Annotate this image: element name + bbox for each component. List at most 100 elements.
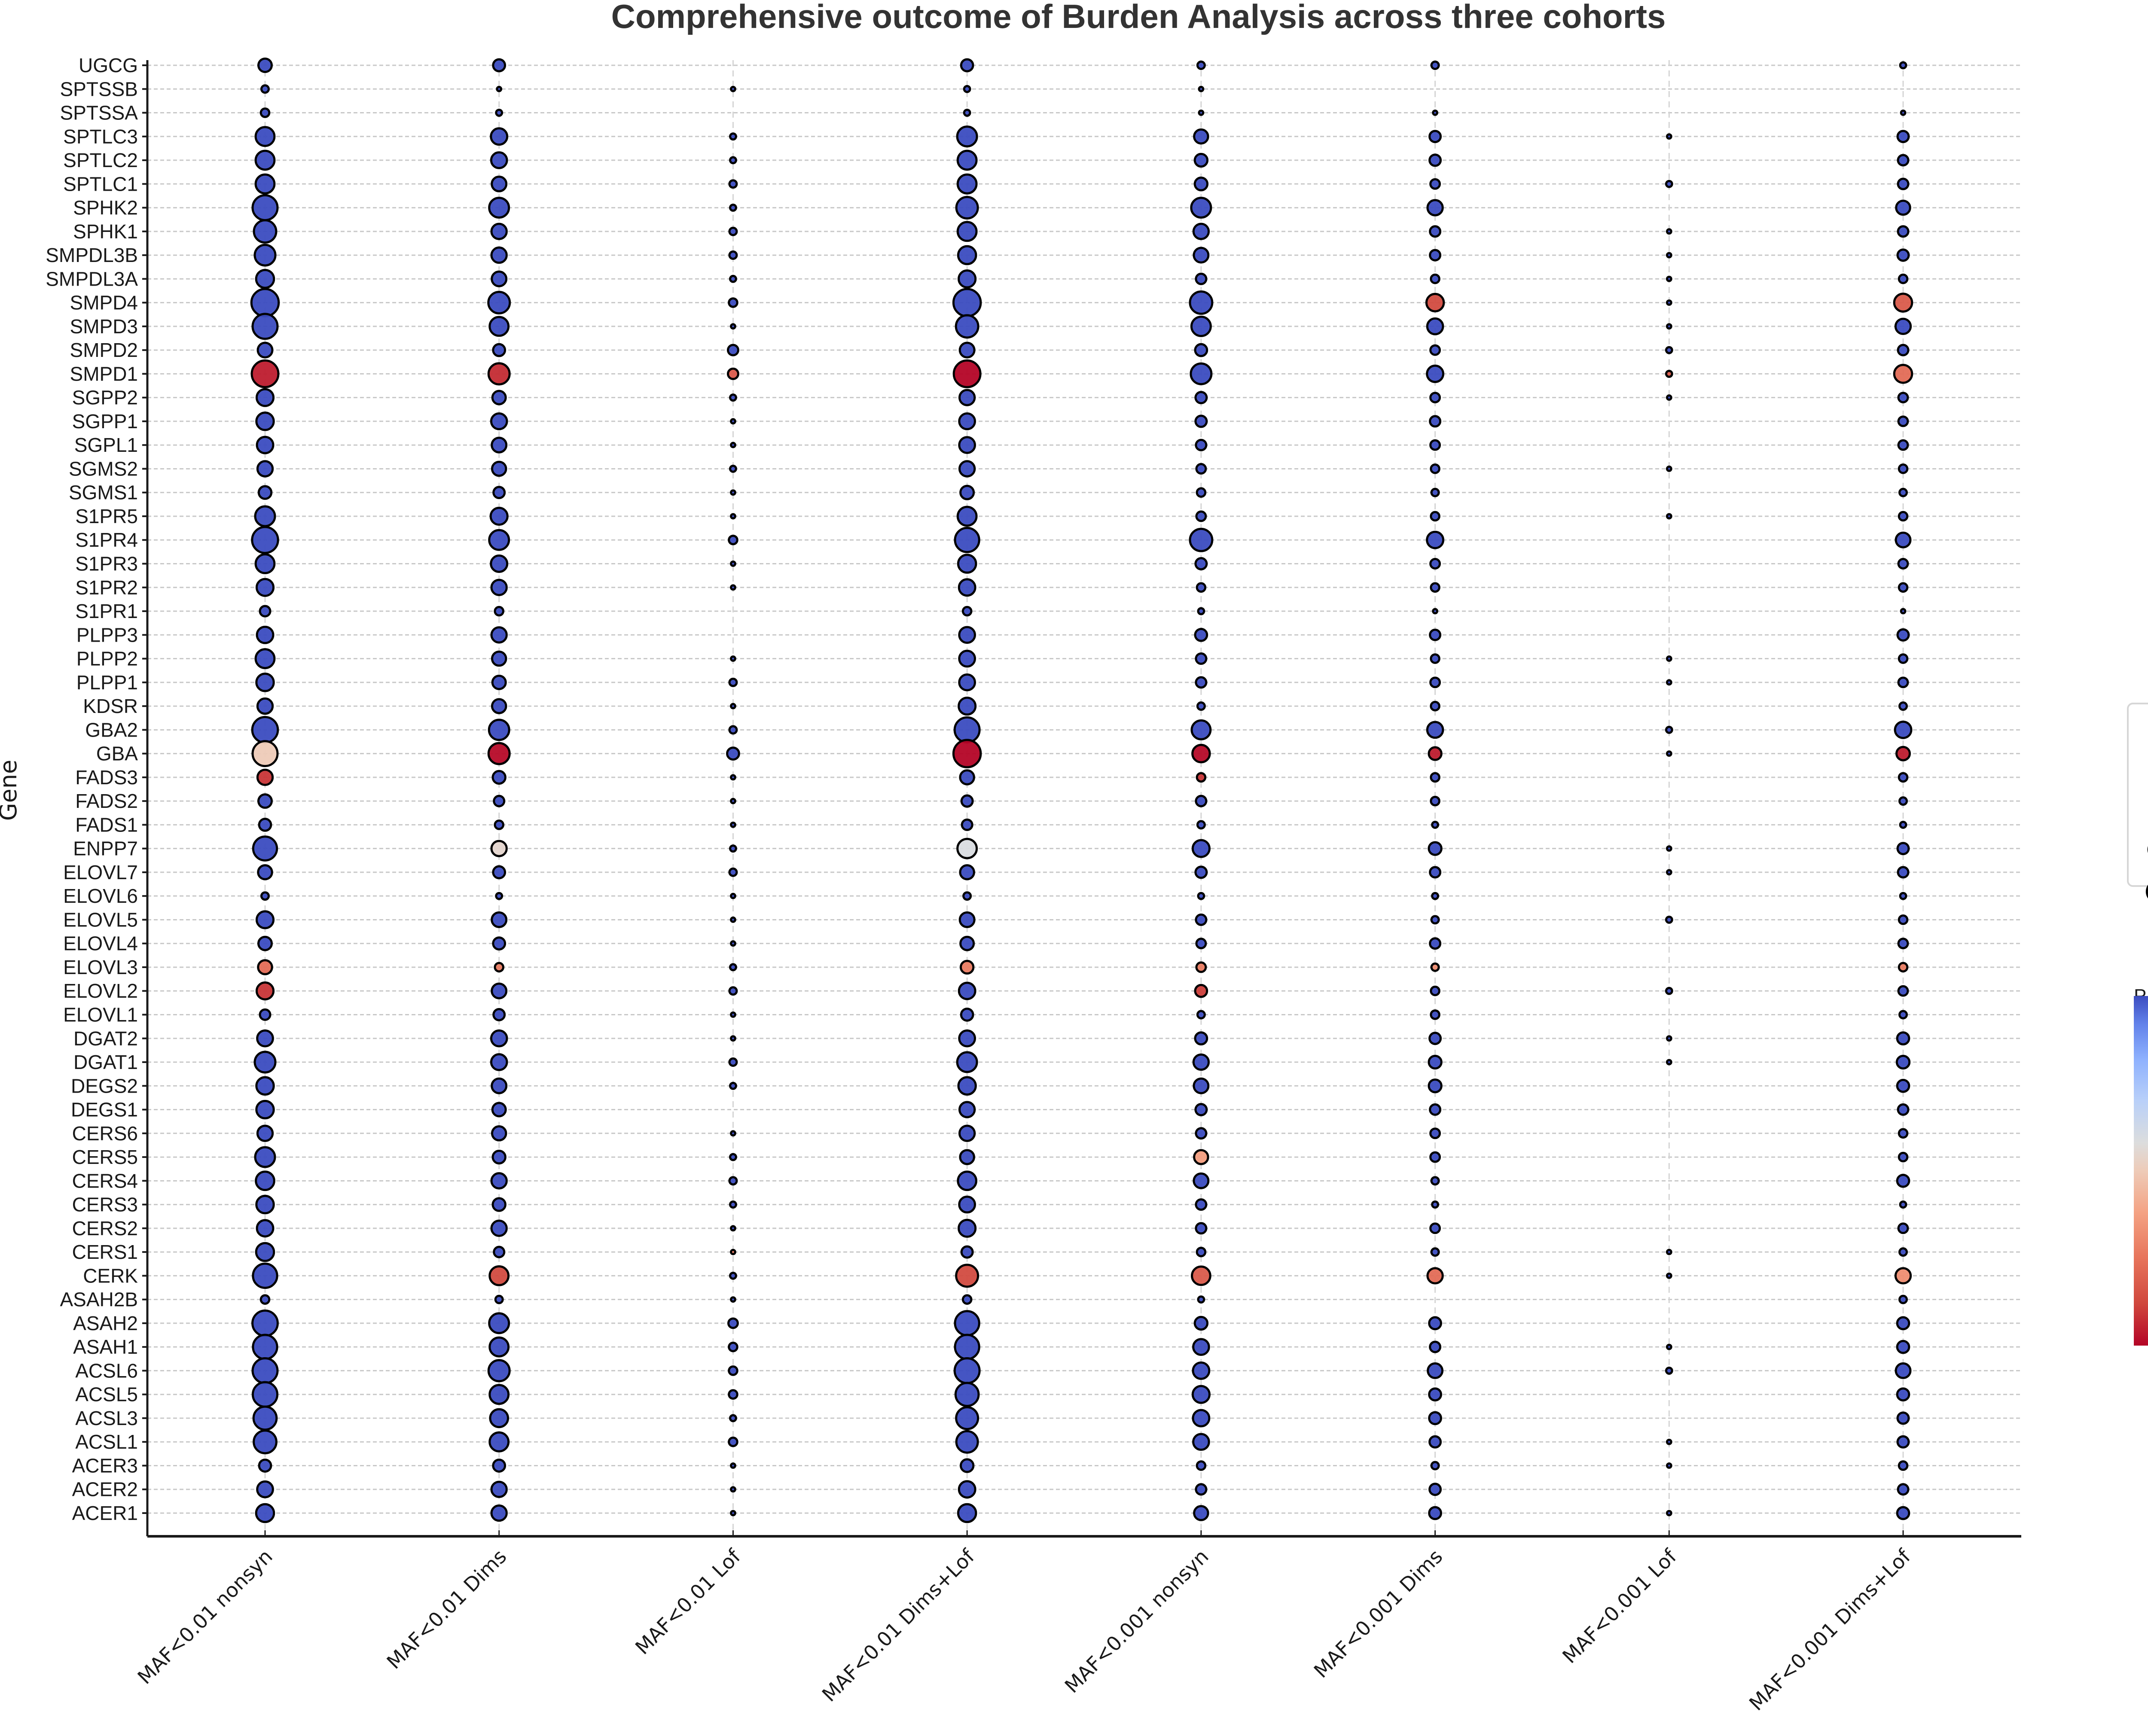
bubble-point: [959, 864, 975, 880]
bubble-point: [1195, 938, 1207, 950]
bubble-point: [1428, 1316, 1442, 1331]
bubble-point: [1430, 511, 1440, 522]
bubble-point: [1194, 865, 1208, 879]
bubble-point: [490, 1504, 508, 1522]
bubble-point: [491, 175, 508, 192]
bubble-point: [1195, 439, 1208, 451]
bubble-point: [1428, 1054, 1443, 1070]
bubble-point: [492, 1008, 506, 1021]
y-tick-label: S1PR3: [75, 553, 138, 575]
bubble-point: [1665, 369, 1673, 378]
bubble-point: [1194, 984, 1208, 998]
bubble-point: [491, 270, 508, 287]
bubble-point: [730, 703, 736, 710]
bubble-point: [254, 648, 276, 669]
bubble-point: [1191, 743, 1211, 764]
y-tick-label: ELOVL2: [63, 980, 138, 1002]
bubble-point: [1196, 1460, 1207, 1471]
bubble-point: [1190, 315, 1212, 337]
bubble-point: [252, 1262, 278, 1289]
bubble-point: [255, 269, 275, 289]
y-tick-label: ELOVL6: [63, 885, 138, 907]
bubble-point: [1426, 1267, 1444, 1285]
bubble-point: [254, 553, 276, 574]
bubble-point: [1428, 1078, 1443, 1093]
bubble-point: [730, 1486, 736, 1493]
y-axis-label: Gene: [0, 760, 22, 821]
bubble-point: [1666, 1249, 1672, 1255]
bubble-point: [957, 1503, 977, 1523]
bubble-point: [1665, 987, 1673, 995]
bubble-point: [1429, 344, 1441, 356]
bubble-point: [1196, 701, 1206, 711]
bubble-point: [1194, 414, 1208, 428]
bubble-point: [1666, 1035, 1672, 1042]
bubble-point: [960, 1008, 974, 1022]
bubble-point: [728, 1176, 738, 1186]
y-tick-labels: UGCGSPTSSBSPTSSASPTLC3SPTLC2SPTLC1SPHK2S…: [46, 54, 147, 1524]
bubble-point: [1430, 274, 1440, 284]
bubble-point: [1897, 866, 1910, 879]
bubble-point: [1896, 628, 1910, 642]
bubble-point: [1429, 1151, 1441, 1163]
bubble-point: [958, 1480, 976, 1499]
bubble-point: [728, 677, 738, 687]
bubble-point: [957, 1170, 978, 1191]
bubble-point: [1899, 61, 1907, 70]
y-tick-label: PLPP2: [76, 648, 138, 670]
bubble-point: [730, 1510, 736, 1517]
bubble-point: [490, 246, 508, 264]
bubble-point: [1194, 343, 1208, 357]
bubble-point: [730, 655, 736, 662]
bubble-point: [256, 1219, 275, 1238]
bubble-point: [726, 344, 739, 356]
bubble-point: [1430, 653, 1440, 664]
bubble-point: [729, 844, 737, 853]
bubble-point: [492, 936, 506, 951]
bubble-point: [1666, 1438, 1672, 1445]
bubble-point: [962, 891, 972, 901]
y-tick-label: SMPD2: [70, 339, 138, 361]
bubble-point: [1190, 1265, 1211, 1286]
bubble-point: [958, 1195, 976, 1214]
bubble-point: [256, 1124, 274, 1142]
bubble-point: [1429, 937, 1442, 950]
bubble-point: [958, 1218, 977, 1238]
bubble-point: [492, 1459, 506, 1473]
bubble-point: [1666, 655, 1672, 662]
bubble-point: [256, 436, 275, 454]
bubble-point: [1899, 1200, 1907, 1209]
bubble-point: [728, 1389, 738, 1400]
bubble-point: [1894, 720, 1913, 739]
bubble-point: [1897, 1222, 1909, 1234]
bubble-point: [1665, 725, 1673, 734]
bubble-point: [1900, 110, 1907, 116]
bubble-point: [728, 297, 738, 308]
y-tick-label: CERS1: [72, 1241, 138, 1263]
bubble-point: [1898, 1247, 1908, 1257]
bubble-point: [255, 1099, 275, 1120]
bubble-point: [1896, 1506, 1910, 1520]
bubble-point: [1428, 1506, 1442, 1520]
bubble-point: [255, 673, 275, 692]
bubble-point: [1897, 154, 1910, 167]
bubble-point: [959, 1149, 975, 1165]
bubble-point: [730, 1130, 736, 1137]
bubble-point: [1195, 463, 1207, 475]
colorbar-gradient: [2134, 996, 2148, 1346]
bubble-point: [1430, 700, 1440, 712]
bubble-point: [490, 222, 508, 241]
bubble-point: [488, 529, 510, 551]
y-tick-label: SPHK2: [73, 197, 138, 219]
bubble-point: [487, 291, 511, 315]
bubble-point: [1666, 1059, 1672, 1066]
bubble-point: [257, 58, 273, 73]
bubble-point: [1430, 915, 1440, 925]
bubble-point: [1426, 530, 1445, 549]
bubble-point: [1666, 1462, 1672, 1469]
bubble-point: [256, 768, 274, 786]
bubble-point: [1426, 317, 1444, 335]
bubble-point: [256, 1480, 274, 1498]
y-tick-label: ELOVL4: [63, 932, 138, 955]
